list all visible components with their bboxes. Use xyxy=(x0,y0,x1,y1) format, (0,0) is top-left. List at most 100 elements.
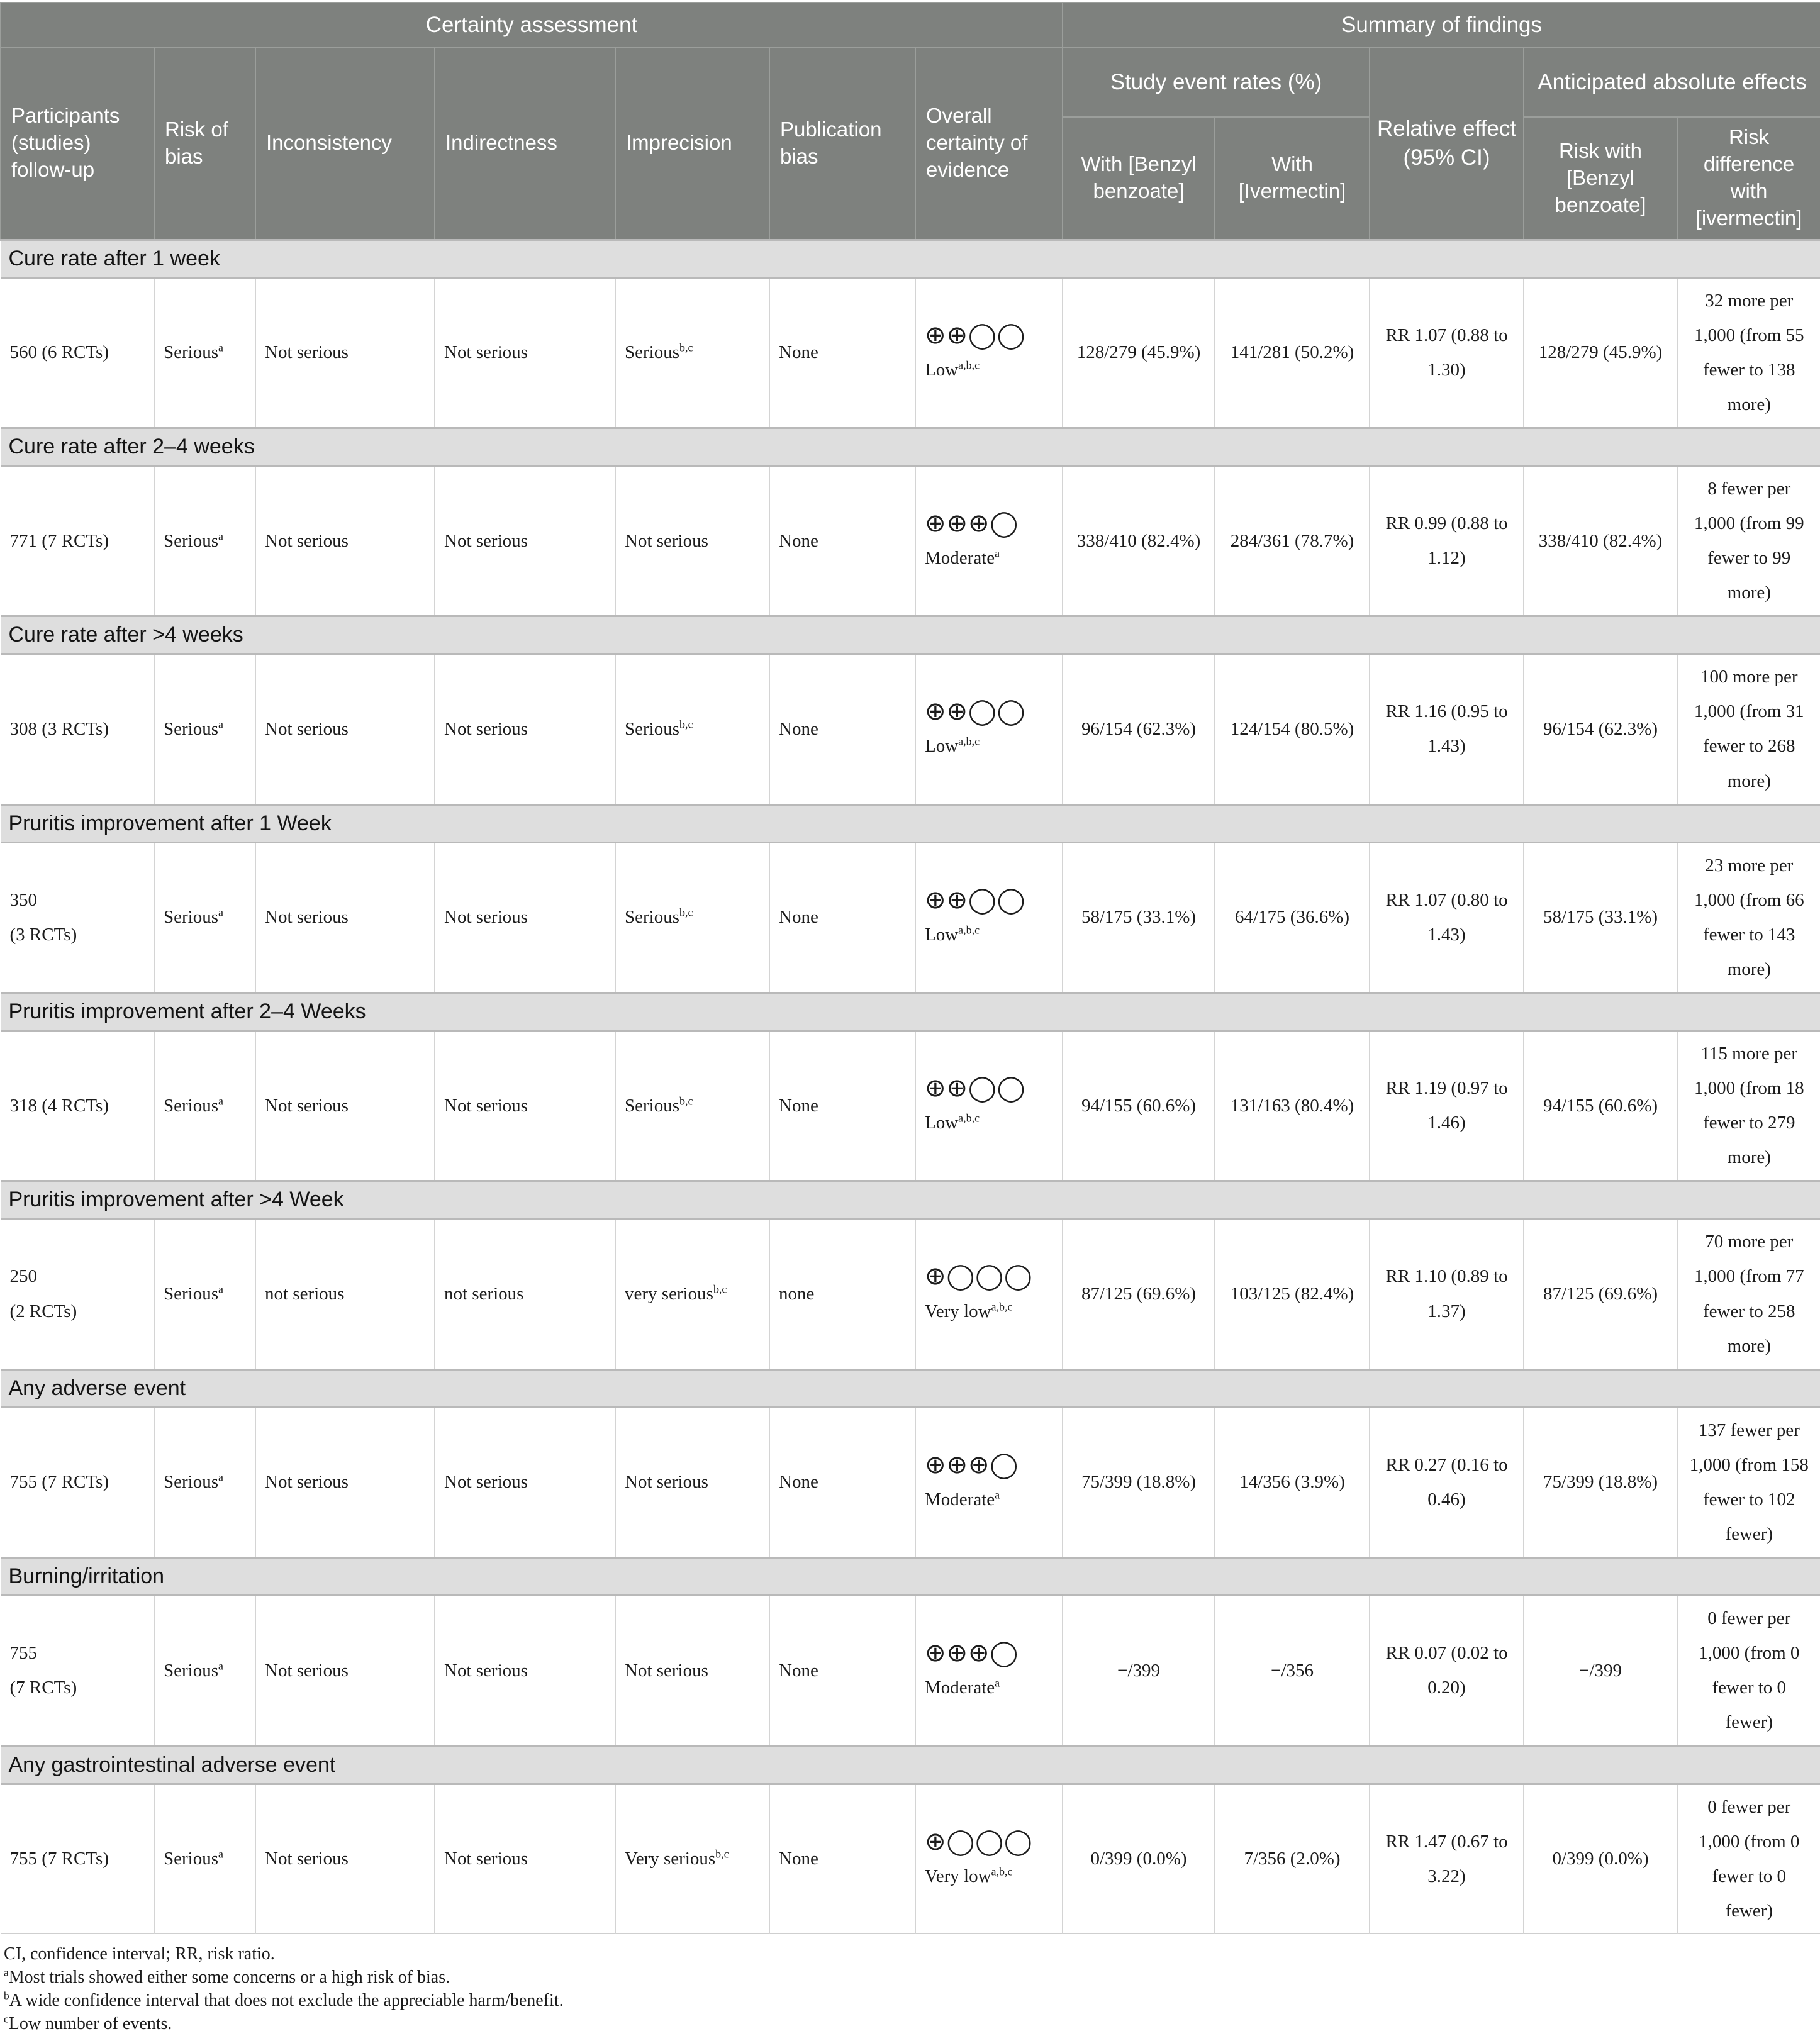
risk-of-bias-cell: Seriousa xyxy=(154,1030,256,1181)
event-rate-benzyl-cell: 338/410 (82.4%) xyxy=(1063,465,1216,616)
risk-of-bias-cell: Seriousa xyxy=(154,842,256,993)
event-rate-ivermectin-cell: 103/125 (82.4%) xyxy=(1215,1218,1371,1370)
certainty-cell: ⊕⊕⊕◯ Moderatea xyxy=(915,465,1064,616)
certainty-label: Moderate xyxy=(925,1489,995,1510)
risk-of-bias-cell: Seriousa xyxy=(154,277,256,428)
column-header-row: Participants (studies) follow-up Risk of… xyxy=(0,47,1820,240)
outcome-row: 308 (3 RCTs) Seriousa Not serious Not serio… xyxy=(1,654,1820,805)
certainty-label: Moderate xyxy=(925,1677,995,1698)
relative-effect-cell: RR 1.07 (0.88 to 1.30) xyxy=(1370,277,1525,428)
group-header-row: Certainty assessment Summary of findings xyxy=(0,2,1820,48)
footnote-c: cLow number of events. xyxy=(4,2013,1816,2036)
risk-benzyl-cell: −/399 xyxy=(1524,1595,1678,1746)
col-header-relative-effect: Relative effect (95% CI) xyxy=(1369,47,1525,240)
event-rate-ivermectin-cell: 64/175 (36.6%) xyxy=(1215,842,1371,993)
certainty-cell: ⊕◯◯◯ Very lowa,b,c xyxy=(915,1784,1064,1934)
risk-difference-cell: 100 more per 1,000 (from 31 fewer to 268… xyxy=(1677,654,1820,805)
certainty-label: Low xyxy=(925,736,959,757)
grade-rating-circles: ⊕⊕◯◯ xyxy=(925,885,1026,915)
section-header-row: Pruritis improvement after 1 Week xyxy=(1,803,1820,843)
risk-of-bias-cell: Seriousa xyxy=(154,1595,256,1746)
participants-cell: 755 (7 RCTs) xyxy=(1,1595,155,1746)
risk-difference-cell: 70 more per 1,000 (from 77 fewer to 258 … xyxy=(1677,1218,1820,1370)
event-rate-ivermectin-cell: 124/154 (80.5%) xyxy=(1215,654,1371,805)
section-title: Pruritis improvement after 1 Week xyxy=(1,803,1820,843)
event-rate-benzyl-cell: 0/399 (0.0%) xyxy=(1063,1784,1216,1934)
section-header-row: Any gastrointestinal adverse event xyxy=(1,1745,1820,1785)
footnote-a-marker: a xyxy=(4,1966,9,1979)
col-header-publication-bias: Publication bias xyxy=(769,47,916,240)
participants-cell: 755 (7 RCTs) xyxy=(1,1407,155,1558)
certainty-cell: ⊕⊕⊕◯ Moderatea xyxy=(915,1595,1064,1746)
imprecision-cell: Not serious xyxy=(615,1407,770,1558)
publication-bias-cell: None xyxy=(769,277,916,428)
outcome-row: 318 (4 RCTs) Seriousa Not serious Not serio… xyxy=(1,1030,1820,1181)
event-rate-ivermectin-cell: 141/281 (50.2%) xyxy=(1215,277,1371,428)
imprecision-cell: Not serious xyxy=(615,1595,770,1746)
participants-cell: 560 (6 RCTs) xyxy=(1,277,155,428)
risk-difference-cell: 137 fewer per 1,000 (from 158 fewer to 1… xyxy=(1677,1407,1820,1558)
participants-cell: 318 (4 RCTs) xyxy=(1,1030,155,1181)
certainty-label: Low xyxy=(925,924,959,945)
indirectness-cell: Not serious xyxy=(435,1407,616,1558)
col-header-risk-of-bias: Risk of bias xyxy=(154,47,256,240)
publication-bias-cell: None xyxy=(769,1030,916,1181)
grade-summary-of-findings-table: Certainty assessment Summary of findings… xyxy=(0,2,1820,1934)
outcome-row: 755 (7 RCTs) Seriousa Not serious Not serio… xyxy=(1,1784,1820,1934)
section-title: Any gastrointestinal adverse event xyxy=(1,1745,1820,1785)
section-title: Any adverse event xyxy=(1,1368,1820,1408)
col-header-absolute-effects: Anticipated absolute effects xyxy=(1523,47,1820,118)
footnote-abbreviations: CI, confidence interval; RR, risk ratio. xyxy=(4,1944,275,1964)
imprecision-cell: Seriousb,c xyxy=(615,1030,770,1181)
grade-rating-circles: ⊕⊕◯◯ xyxy=(925,1074,1026,1103)
publication-bias-cell: None xyxy=(769,465,916,616)
risk-of-bias-cell: Seriousa xyxy=(154,1218,256,1370)
risk-of-bias-cell: Seriousa xyxy=(154,654,256,805)
indirectness-cell: Not serious xyxy=(435,1784,616,1934)
col-header-participants: Participants (studies) follow-up xyxy=(0,47,155,240)
inconsistency-cell: Not serious xyxy=(255,277,435,428)
imprecision-cell: very seriousb,c xyxy=(615,1218,770,1370)
risk-difference-cell: 0 fewer per 1,000 (from 0 fewer to 0 few… xyxy=(1677,1595,1820,1746)
event-rate-benzyl-cell: 94/155 (60.6%) xyxy=(1063,1030,1216,1181)
grade-rating-circles: ⊕⊕⊕◯ xyxy=(925,1638,1019,1668)
relative-effect-cell: RR 1.16 (0.95 to 1.43) xyxy=(1370,654,1525,805)
certainty-label: Moderate xyxy=(925,548,995,569)
risk-of-bias-cell: Seriousa xyxy=(154,1407,256,1558)
section-header-row: Cure rate after >4 weeks xyxy=(1,615,1820,655)
grade-rating-circles: ⊕⊕⊕◯ xyxy=(925,508,1019,538)
event-rate-ivermectin-cell: 14/356 (3.9%) xyxy=(1215,1407,1371,1558)
section-title: Pruritis improvement after >4 Week xyxy=(1,1180,1820,1220)
risk-of-bias-cell: Seriousa xyxy=(154,465,256,616)
section-title: Cure rate after 1 week xyxy=(1,238,1820,279)
col-header-overall-certainty: Overall certainty of evidence xyxy=(914,47,1064,240)
certainty-cell: ⊕◯◯◯ Very lowa,b,c xyxy=(915,1218,1064,1370)
footnote-a-text: Most trials showed either some concerns … xyxy=(8,1967,450,1987)
col-header-indirectness: Indirectness xyxy=(434,47,616,240)
participants-cell: 250 (2 RCTs) xyxy=(1,1218,155,1370)
imprecision-cell: Not serious xyxy=(615,465,770,616)
certainty-cell: ⊕⊕◯◯ Lowa,b,c xyxy=(915,277,1064,428)
col-header-imprecision: Imprecision xyxy=(615,47,770,240)
footnotes: CI, confidence interval; RR, risk ratio.… xyxy=(0,1934,1820,2036)
participants-cell: 755 (7 RCTs) xyxy=(1,1784,155,1934)
section-header-row: Burning/irritation xyxy=(1,1557,1820,1597)
inconsistency-cell: Not serious xyxy=(255,1784,435,1934)
indirectness-cell: Not serious xyxy=(435,277,616,428)
indirectness-cell: Not serious xyxy=(435,465,616,616)
outcome-row: 755 (7 RCTs) Seriousa Not serious Not serio… xyxy=(1,1407,1820,1558)
certainty-cell: ⊕⊕◯◯ Lowa,b,c xyxy=(915,654,1064,805)
outcome-row: 771 (7 RCTs) Seriousa Not serious Not serio… xyxy=(1,465,1820,616)
summary-of-findings-group-header: Summary of findings xyxy=(1062,2,1820,48)
outcome-row: 560 (6 RCTs) Seriousa Not serious Not serio… xyxy=(1,277,1820,428)
certainty-assessment-group-header: Certainty assessment xyxy=(0,2,1064,48)
event-rate-benzyl-cell: 128/279 (45.9%) xyxy=(1063,277,1216,428)
imprecision-cell: Seriousb,c xyxy=(615,277,770,428)
inconsistency-cell: Not serious xyxy=(255,1407,435,1558)
event-rate-benzyl-cell: 96/154 (62.3%) xyxy=(1063,654,1216,805)
outcome-row: 250 (2 RCTs) Seriousa not serious not seriou… xyxy=(1,1218,1820,1370)
risk-of-bias-cell: Seriousa xyxy=(154,1784,256,1934)
relative-effect-cell: RR 1.19 (0.97 to 1.46) xyxy=(1370,1030,1525,1181)
publication-bias-cell: None xyxy=(769,842,916,993)
inconsistency-cell: Not serious xyxy=(255,1595,435,1746)
